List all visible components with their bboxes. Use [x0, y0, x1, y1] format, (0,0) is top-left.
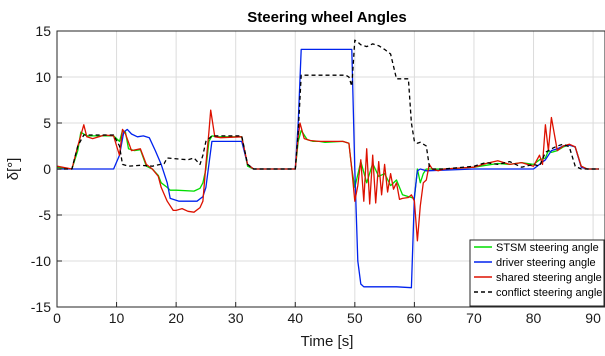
- x-tick-label: 0: [53, 310, 61, 326]
- chart-title: Steering wheel Angles: [247, 9, 407, 26]
- series-line-3: [57, 39, 599, 170]
- plot-area: [56, 39, 599, 289]
- x-tick-label: 30: [228, 310, 244, 326]
- y-tick-label: -5: [39, 207, 52, 223]
- y-tick-label: 15: [35, 23, 51, 39]
- y-axis-label: δ[°]: [5, 158, 22, 181]
- legend-entry: shared steering angle: [496, 272, 602, 284]
- legend-entry: conflict steering angle: [496, 287, 602, 299]
- y-tick-label: -15: [31, 299, 51, 315]
- ticks: 0 10 20 30 40 50 60 70 80 90 -15 -10 -5 0 5 10 15: [31, 23, 601, 326]
- y-tick-label: 10: [35, 69, 51, 85]
- legend: STSM steering angle driver steering angle…: [469, 239, 605, 307]
- legend-entry: driver steering angle: [496, 257, 596, 269]
- series-line-0: [56, 129, 599, 200]
- x-tick-label: 50: [347, 310, 363, 326]
- y-tick-label: 0: [43, 161, 51, 177]
- x-axis-label: Time [s]: [301, 333, 354, 350]
- y-tick-label: 5: [43, 115, 51, 131]
- x-tick-label: 60: [407, 310, 423, 326]
- x-tick-label: 70: [466, 310, 482, 326]
- x-tick-label: 90: [585, 310, 601, 326]
- series-line-1: [57, 48, 599, 289]
- x-tick-label: 10: [109, 310, 125, 326]
- x-tick-label: 20: [168, 310, 184, 326]
- y-tick-label: -10: [31, 253, 51, 269]
- series-line-2: [56, 109, 599, 242]
- x-tick-label: 80: [526, 310, 542, 326]
- x-tick-label: 40: [287, 310, 303, 326]
- legend-box: [469, 239, 605, 307]
- legend-entry: STSM steering angle: [496, 242, 599, 254]
